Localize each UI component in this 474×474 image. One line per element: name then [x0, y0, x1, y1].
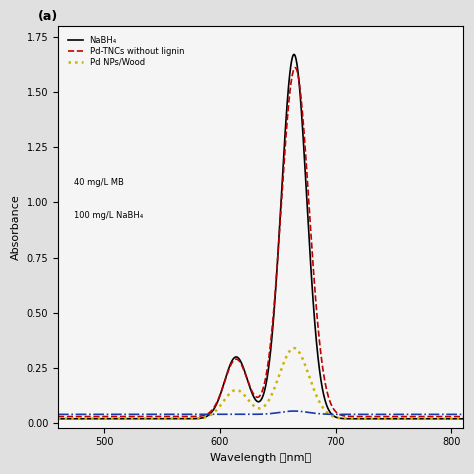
NaBH₄	[448, 416, 454, 421]
Pd NPs/Wood	[252, 404, 258, 410]
Pd NPs/Wood	[55, 416, 61, 421]
Pd-TNCs without lignin	[448, 414, 454, 419]
NaBH₄	[76, 416, 82, 421]
Pd NPs/Wood	[374, 416, 380, 421]
Text: 100 mg/L NaBH₄: 100 mg/L NaBH₄	[74, 210, 144, 219]
X-axis label: Wavelength （nm）: Wavelength （nm）	[210, 453, 311, 463]
NaBH₄	[252, 396, 258, 401]
Pd NPs/Wood	[448, 416, 454, 421]
Pd-TNCs without lignin	[374, 414, 380, 419]
NaBH₄	[460, 416, 466, 421]
Line: Pd-TNCs without lignin: Pd-TNCs without lignin	[58, 68, 463, 417]
Pd-TNCs without lignin	[76, 414, 82, 419]
NaBH₄	[374, 416, 380, 421]
Pd-TNCs without lignin	[460, 414, 466, 419]
NaBH₄	[291, 52, 297, 57]
Text: (a): (a)	[38, 9, 58, 23]
Pd-TNCs without lignin	[55, 414, 61, 419]
Pd-TNCs without lignin	[448, 414, 454, 419]
NaBH₄	[55, 416, 61, 421]
NaBH₄	[448, 416, 454, 421]
Pd-TNCs without lignin	[241, 368, 247, 374]
NaBH₄	[241, 367, 247, 373]
Pd NPs/Wood	[460, 416, 466, 421]
Line: Pd NPs/Wood: Pd NPs/Wood	[58, 348, 463, 419]
Line: NaBH₄: NaBH₄	[58, 55, 463, 419]
Text: 40 mg/L MB: 40 mg/L MB	[74, 178, 124, 187]
Pd NPs/Wood	[76, 416, 82, 421]
Pd NPs/Wood	[291, 345, 297, 351]
Pd-TNCs without lignin	[292, 65, 298, 71]
Pd NPs/Wood	[241, 392, 247, 398]
Pd-TNCs without lignin	[252, 393, 258, 399]
Pd NPs/Wood	[448, 416, 454, 421]
Legend: NaBH₄, Pd-TNCs without lignin, Pd NPs/Wood: NaBH₄, Pd-TNCs without lignin, Pd NPs/Wo…	[66, 34, 186, 68]
Y-axis label: Absorbance: Absorbance	[11, 194, 21, 260]
